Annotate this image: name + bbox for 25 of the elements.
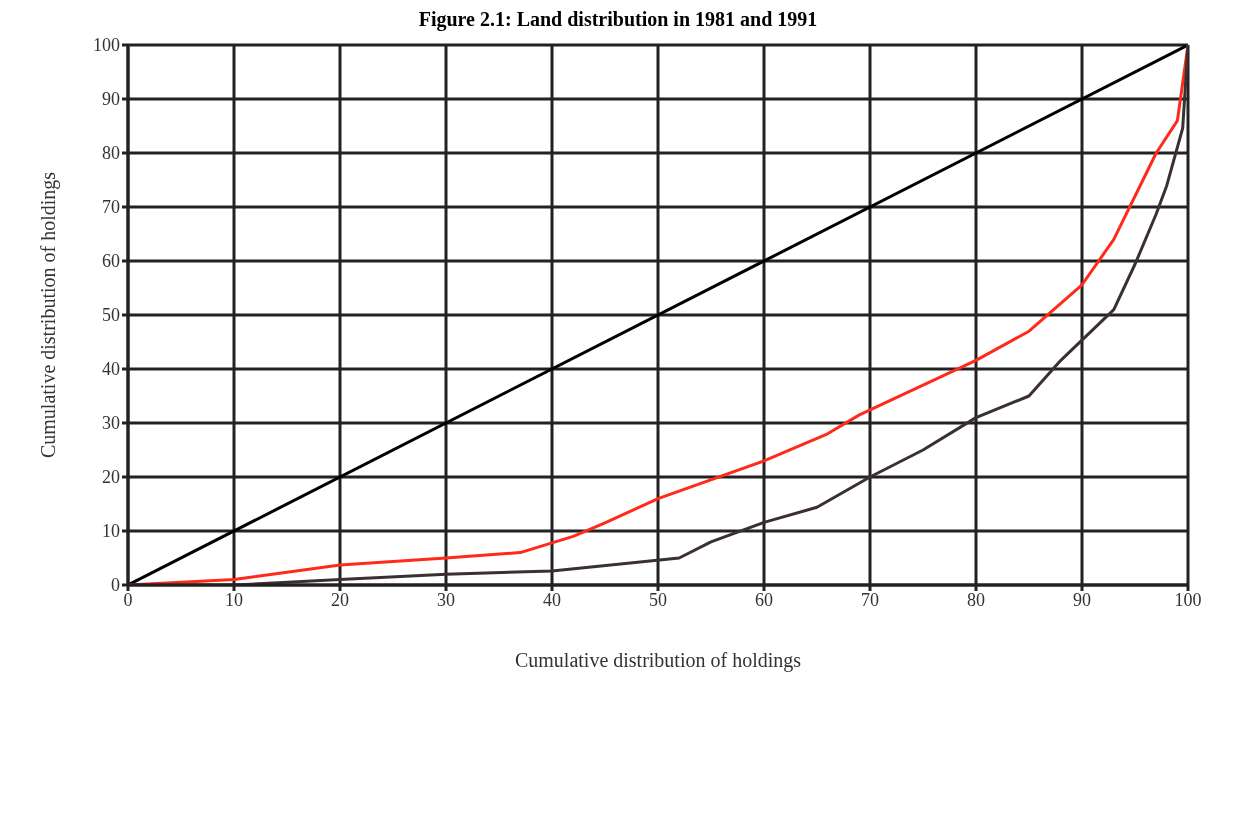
x-tick-label: 100 (1174, 589, 1202, 610)
y-tick-label: 70 (102, 197, 120, 218)
y-tick-label: 10 (102, 521, 120, 542)
y-tick-label: 80 (102, 143, 120, 164)
y-tick-label: 40 (102, 359, 120, 380)
x-tick-label: 70 (861, 589, 879, 610)
x-axis-title: Cumulative distribution of holdings (514, 649, 802, 672)
y-axis-title: Cumulative distribution of holdings (37, 171, 61, 459)
chart-title: Figure 2.1: Land distribution in 1981 and 1991 (417, 8, 819, 31)
x-tick-label: 10 (225, 589, 243, 610)
x-tick-label: 20 (331, 589, 349, 610)
y-tick-label: 0 (111, 575, 120, 596)
y-tick-label: 100 (93, 35, 120, 56)
y-tick-label: 50 (102, 305, 120, 326)
y-tick-label: 60 (102, 251, 120, 272)
y-tick-label: 20 (102, 467, 120, 488)
y-tick-label: 90 (102, 89, 120, 110)
x-tick-label: 80 (967, 589, 985, 610)
x-tick-label: 40 (543, 589, 561, 610)
x-tick-label: 60 (755, 589, 773, 610)
x-tick-label: 90 (1073, 589, 1091, 610)
y-tick-label: 30 (102, 413, 120, 434)
x-tick-label: 0 (123, 589, 133, 610)
x-tick-label: 50 (649, 589, 667, 610)
x-tick-label: 30 (437, 589, 455, 610)
